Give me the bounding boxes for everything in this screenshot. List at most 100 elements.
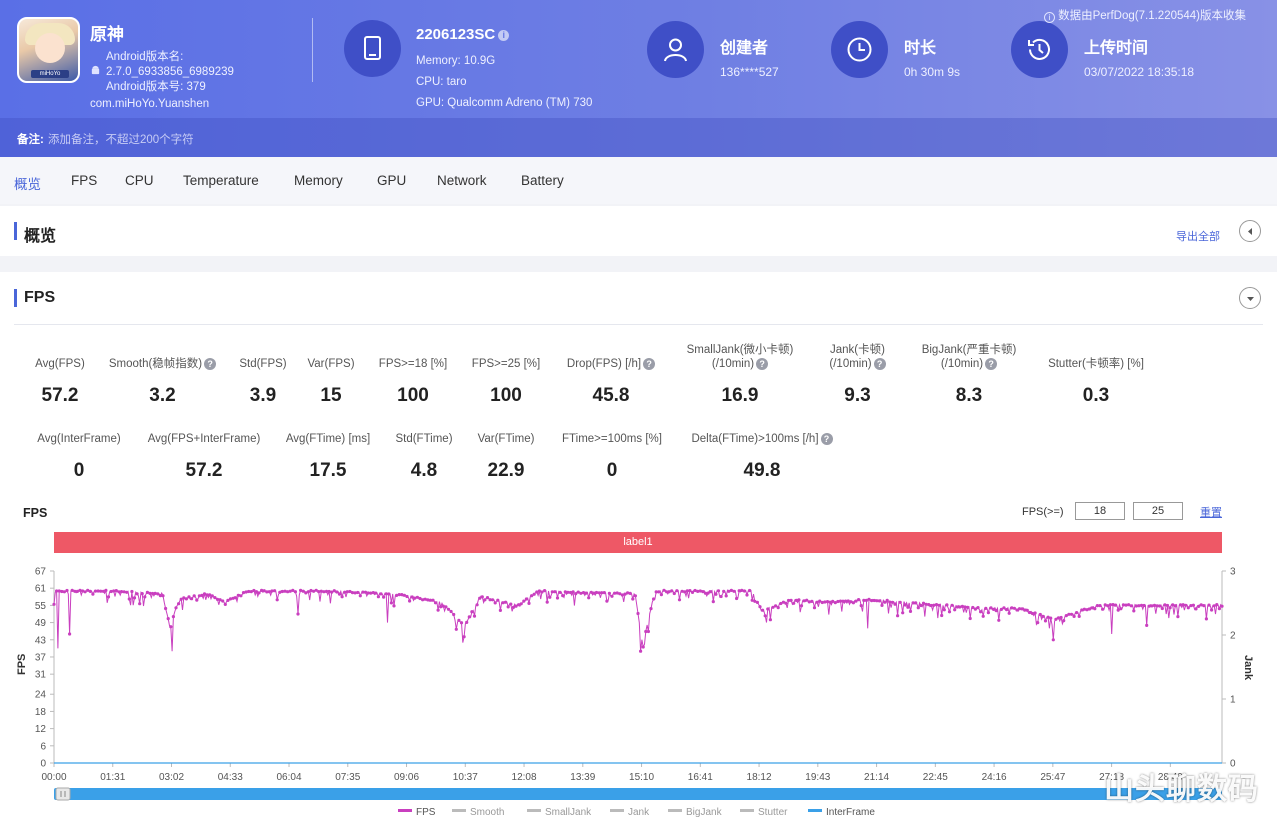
scrollbar-handle[interactable] [55,787,71,801]
label-bar[interactable]: label1 [54,532,1222,553]
fps-point [742,589,747,593]
fps-point [361,590,365,594]
device-info-icon[interactable]: i [498,30,510,41]
fps-point [143,595,147,599]
legend-item[interactable]: Jank [610,807,649,818]
fps-point [1155,604,1159,608]
help-icon[interactable]: ? [756,358,769,370]
x-tick-label: 15:10 [629,772,654,783]
fps-point [792,601,796,605]
fps-point [576,590,580,594]
tab-fps[interactable]: FPS [71,173,98,188]
fps-point [789,598,793,602]
fps-point [234,596,238,600]
tab-cpu[interactable]: CPU [125,173,154,188]
fps-point [960,604,965,608]
help-icon[interactable]: ? [643,358,656,370]
fps-point [236,593,240,597]
tab-battery[interactable]: Battery [521,173,564,188]
help-icon[interactable]: ? [985,358,998,370]
fps-point [737,589,741,593]
fps-point [517,603,521,607]
legend-item[interactable]: SmallJank [527,807,591,818]
fps-threshold-input-1[interactable]: 18 [1075,502,1125,520]
tab-overview[interactable]: 概览 [14,177,41,192]
fps-point [291,588,295,592]
legend-item[interactable]: BigJank [668,807,722,818]
fps-point [968,616,972,621]
fps-point [324,589,329,593]
fps-point [735,596,739,601]
fps-point [711,600,715,604]
legend-label: InterFrame [826,807,875,818]
note-bar[interactable]: 备注: 添加备注，不超过200个字符 [0,118,1277,157]
fps-point [57,589,61,593]
fps-point [958,605,962,609]
fps-point [838,599,843,603]
fps-point [997,618,1001,622]
legend-label: Jank [628,807,650,818]
expand-button[interactable] [1239,287,1261,309]
fps-point [210,594,214,598]
fps-point [241,591,246,595]
tab-gpu[interactable]: GPU [377,173,407,188]
fps-point [784,601,788,605]
fps-point [768,618,773,622]
fps-point [1171,603,1175,607]
fps-point [369,591,373,595]
fps-point [104,588,108,592]
help-icon[interactable]: ? [873,358,886,370]
reset-link[interactable]: 重置 [1200,507,1222,519]
help-icon[interactable]: ? [820,433,833,445]
y2-tick-label: 3 [1230,567,1236,578]
fps-point [296,612,300,616]
fps-point [1178,603,1183,607]
app-name: 原神 [90,25,124,44]
note-input[interactable]: 添加备注，不超过200个字符 [48,134,194,146]
fps-point [114,589,118,593]
fps-point [862,598,866,602]
fps-point [563,590,567,594]
fps-point [568,590,573,595]
fps-point [1158,604,1162,608]
fps-point [677,598,682,602]
legend-item[interactable]: InterFrame [808,807,875,818]
tab-temperature[interactable]: Temperature [183,173,259,188]
fps-point [428,598,432,602]
fps-point [1098,604,1102,608]
fps-point [592,591,596,595]
collapse-button[interactable] [1239,220,1261,242]
fps-point [283,589,287,593]
x-tick-label: 01:31 [100,772,125,783]
tab-network[interactable]: Network [437,173,487,188]
tab-memory[interactable]: Memory [294,173,343,188]
fps-point [444,605,448,609]
info-icon: i [1044,12,1056,23]
fps-point [413,596,417,600]
fps-point [732,589,736,593]
help-icon[interactable]: ? [204,358,217,370]
fps-point [545,600,549,604]
fps-point [825,600,830,604]
time-range-scrollbar[interactable] [54,788,1222,800]
fps-point [820,600,824,605]
header-divider [312,18,313,82]
fps-point [1217,607,1221,611]
fps-threshold-input-2[interactable]: 25 [1133,502,1183,520]
x-tick-label: 19:43 [805,772,830,783]
fps-point [594,590,599,595]
legend-item[interactable]: FPS [398,807,435,818]
fps-point [402,593,406,597]
legend-item[interactable]: Stutter [740,807,787,818]
fps-chart[interactable]: 67 61 55 49 43 37 31 24 18 12 6 0 3 2 1 0 00:00 01:31 03… [0,556,1277,806]
x-tick-label: 18:12 [747,772,772,783]
fps-point [1082,607,1086,611]
legend-item[interactable]: Smooth [452,807,504,818]
fps-point [781,600,786,604]
fps-point [514,604,518,608]
x-tick-label: 22:45 [923,772,948,783]
export-all-link[interactable]: 导出全部 [1176,231,1220,243]
fps-point [472,614,477,618]
legend-swatch [740,809,754,812]
fps-point [1189,604,1193,608]
